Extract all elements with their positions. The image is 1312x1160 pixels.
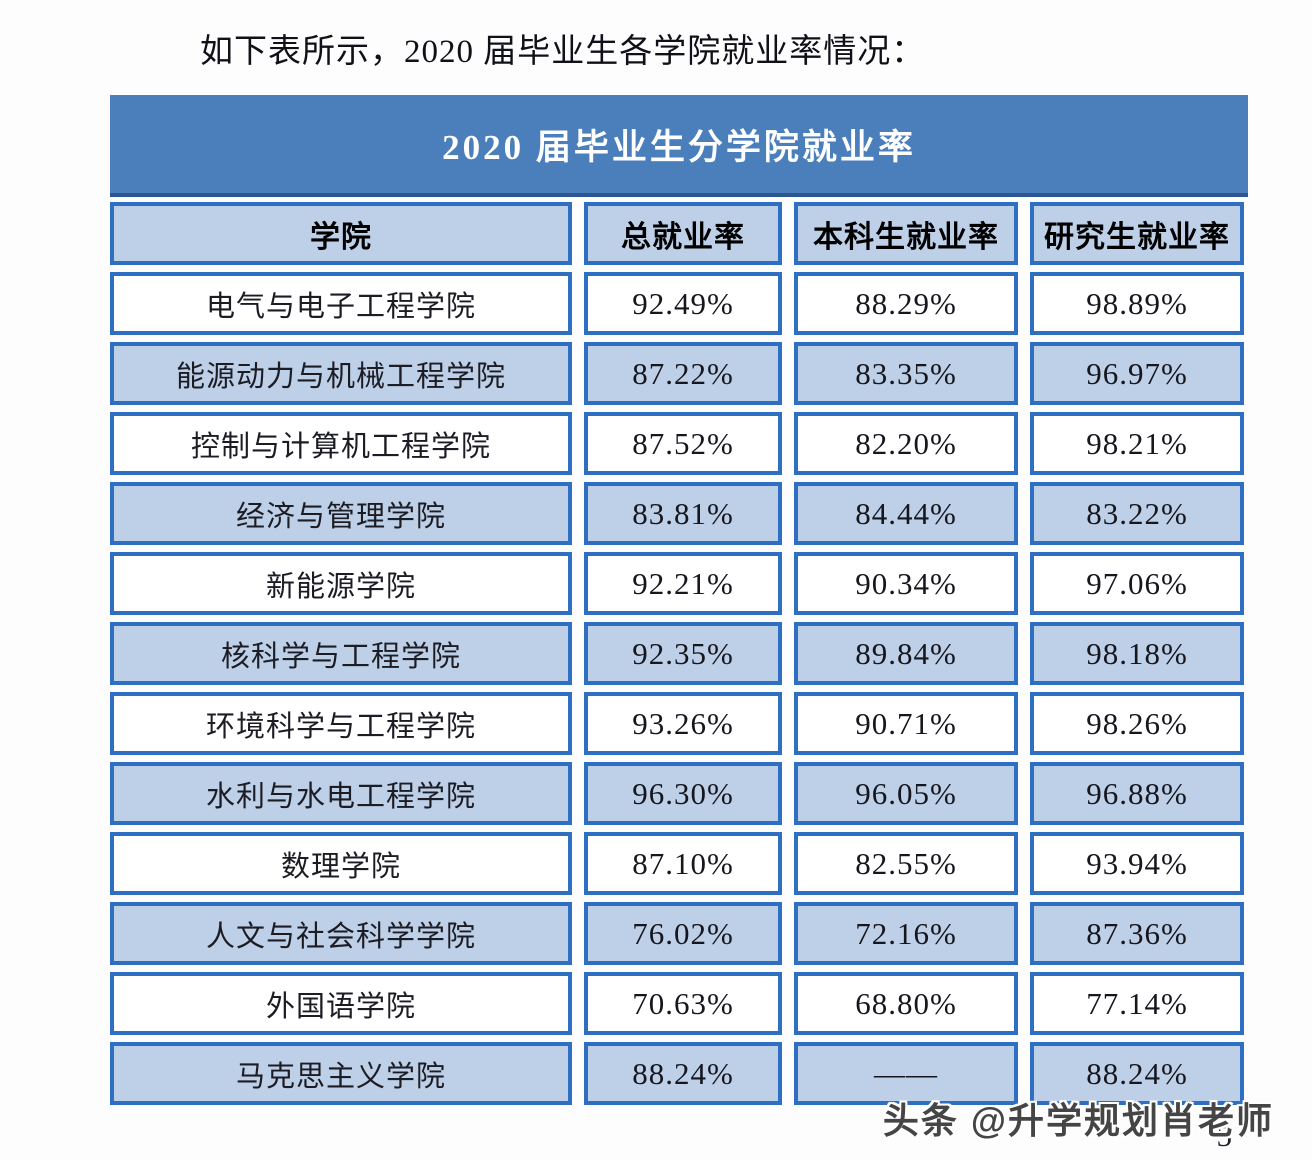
college-cell: 水利与水电工程学院 bbox=[110, 762, 572, 825]
rate-cell: 83.22% bbox=[1030, 482, 1244, 545]
employment-table: 2020 届毕业生分学院就业率 学院 总就业率 本科生就业率 研究生就业率电气与电子工… bbox=[110, 95, 1248, 1105]
rate-cell: 98.89% bbox=[1030, 272, 1244, 335]
watermark-text: 头条 @升学规划肖老师 bbox=[882, 1100, 1274, 1141]
college-cell: 环境科学与工程学院 bbox=[110, 692, 572, 755]
rate-cell: 96.88% bbox=[1030, 762, 1244, 825]
college-cell: 核科学与工程学院 bbox=[110, 622, 572, 685]
rate-cell: 93.26% bbox=[584, 692, 782, 755]
rate-cell: 84.44% bbox=[794, 482, 1018, 545]
college-cell: 外国语学院 bbox=[110, 972, 572, 1035]
rate-cell: 70.63% bbox=[584, 972, 782, 1035]
rate-cell: 92.49% bbox=[584, 272, 782, 335]
college-cell: 新能源学院 bbox=[110, 552, 572, 615]
rate-cell: 87.22% bbox=[584, 342, 782, 405]
rate-cell: 88.24% bbox=[584, 1042, 782, 1105]
table-grid: 学院 总就业率 本科生就业率 研究生就业率 电气与电子工程学院 92.49% 88.29% 9… bbox=[110, 202, 1248, 1105]
rate-cell: 97.06% bbox=[1030, 552, 1244, 615]
rate-cell: 87.10% bbox=[584, 832, 782, 895]
college-cell: 马克思主义学院 bbox=[110, 1042, 572, 1105]
column-header-cell: 本科生就业率 bbox=[794, 202, 1018, 265]
rate-cell: 92.21% bbox=[584, 552, 782, 615]
rate-cell: 96.97% bbox=[1030, 342, 1244, 405]
college-cell: 控制与计算机工程学院 bbox=[110, 412, 572, 475]
college-cell: 能源动力与机械工程学院 bbox=[110, 342, 572, 405]
rate-cell: 82.55% bbox=[794, 832, 1018, 895]
college-cell: 电气与电子工程学院 bbox=[110, 272, 572, 335]
college-cell: 人文与社会科学学院 bbox=[110, 902, 572, 965]
rate-cell: 83.81% bbox=[584, 482, 782, 545]
rate-cell: 72.16% bbox=[794, 902, 1018, 965]
rate-cell: 98.26% bbox=[1030, 692, 1244, 755]
rate-cell: 88.24% bbox=[1030, 1042, 1244, 1105]
college-cell: 经济与管理学院 bbox=[110, 482, 572, 545]
rate-cell: 98.21% bbox=[1030, 412, 1244, 475]
rate-cell: 89.84% bbox=[794, 622, 1018, 685]
rate-cell: 98.18% bbox=[1030, 622, 1244, 685]
table-title: 2020 届毕业生分学院就业率 bbox=[442, 127, 916, 167]
column-header-cell: 总就业率 bbox=[584, 202, 782, 265]
rate-cell: 90.71% bbox=[794, 692, 1018, 755]
rate-cell: 88.29% bbox=[794, 272, 1018, 335]
rate-cell: 87.52% bbox=[584, 412, 782, 475]
column-header-cell: 研究生就业率 bbox=[1030, 202, 1244, 265]
table-title-banner: 2020 届毕业生分学院就业率 bbox=[110, 95, 1248, 197]
rate-cell: 76.02% bbox=[584, 902, 782, 965]
column-header-cell: 学院 bbox=[110, 202, 572, 265]
rate-cell: 93.94% bbox=[1030, 832, 1244, 895]
rate-cell: 96.05% bbox=[794, 762, 1018, 825]
rate-cell: 87.36% bbox=[1030, 902, 1244, 965]
rate-cell: 68.80% bbox=[794, 972, 1018, 1035]
page-number: 5 bbox=[1216, 1118, 1233, 1153]
rate-cell: 92.35% bbox=[584, 622, 782, 685]
watermark: 头条 @升学规划肖老师 bbox=[883, 1092, 1274, 1144]
college-cell: 数理学院 bbox=[110, 832, 572, 895]
rate-cell: 82.20% bbox=[794, 412, 1018, 475]
rate-cell: 77.14% bbox=[1030, 972, 1244, 1035]
rate-cell: 96.30% bbox=[584, 762, 782, 825]
rate-cell: 90.34% bbox=[794, 552, 1018, 615]
intro-text: 如下表所示，2020 届毕业生各学院就业率情况： bbox=[200, 34, 926, 70]
rate-cell: 83.35% bbox=[794, 342, 1018, 405]
rate-cell: —— bbox=[794, 1042, 1018, 1105]
